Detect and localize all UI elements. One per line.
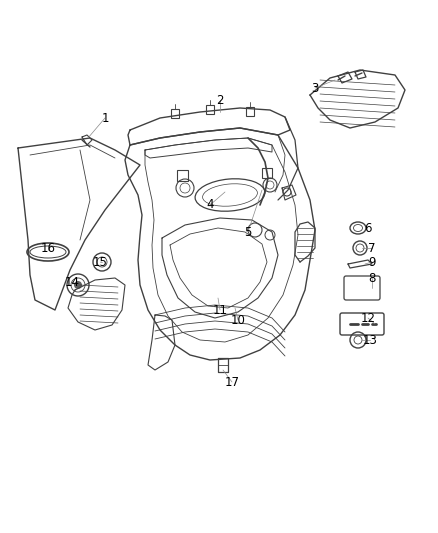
Text: 9: 9 (368, 255, 376, 269)
Bar (177, 170, 188, 181)
Circle shape (74, 281, 82, 289)
Bar (171, 109, 179, 118)
Text: 15: 15 (92, 255, 107, 269)
Text: 14: 14 (64, 276, 80, 288)
Text: 5: 5 (244, 225, 252, 238)
Text: 13: 13 (363, 334, 378, 346)
Text: 4: 4 (206, 198, 214, 212)
Text: 8: 8 (368, 271, 376, 285)
Text: 16: 16 (40, 241, 56, 254)
Text: 6: 6 (364, 222, 372, 235)
Text: 7: 7 (368, 241, 376, 254)
Text: 10: 10 (230, 313, 245, 327)
Text: 1: 1 (101, 111, 109, 125)
Bar (262, 168, 272, 178)
Bar (246, 107, 254, 116)
Text: 3: 3 (311, 82, 319, 94)
Text: 11: 11 (212, 303, 227, 317)
Text: 17: 17 (225, 376, 240, 389)
Text: 12: 12 (360, 311, 375, 325)
Text: 2: 2 (216, 93, 224, 107)
Bar (206, 105, 214, 114)
